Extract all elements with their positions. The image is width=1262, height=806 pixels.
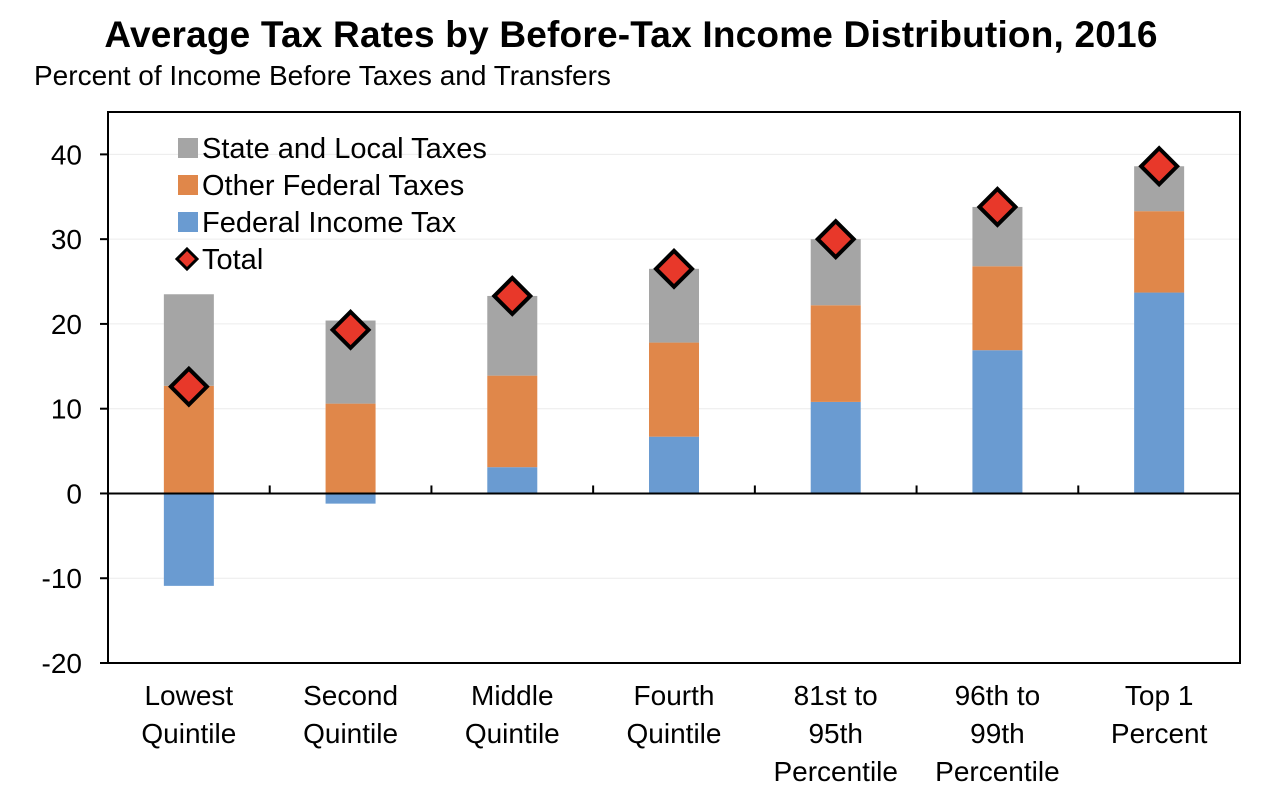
x-category-label-line: 81st to xyxy=(794,680,878,711)
legend-swatch xyxy=(178,138,198,158)
bar-segment xyxy=(325,493,376,504)
legend-label: Other Federal Taxes xyxy=(202,170,464,202)
total-marker xyxy=(653,247,695,290)
x-category-label-line: Second xyxy=(303,680,398,711)
chart-subtitle: Percent of Income Before Taxes and Trans… xyxy=(34,60,611,91)
x-category-label-line: Quintile xyxy=(465,718,560,749)
x-category-label-line: Percentile xyxy=(773,756,898,787)
legend-swatch-total xyxy=(174,246,200,272)
total-markers xyxy=(168,145,1180,408)
legend: State and Local Taxes Other Federal Taxes… xyxy=(174,133,487,276)
bar-segment xyxy=(649,436,699,494)
y-tick-label: 20 xyxy=(51,309,82,340)
x-category-label-line: Top 1 xyxy=(1125,680,1194,711)
x-category-label: Fourth Quintile xyxy=(627,680,722,749)
total-marker xyxy=(1138,145,1180,188)
y-tick-label: 40 xyxy=(51,139,82,170)
legend-label: Total xyxy=(202,244,263,276)
axes: -20 -10 0 10 20 30 40 Lowest Quintile Second Quint… xyxy=(42,111,1241,787)
bar-segment xyxy=(810,305,861,402)
y-tick-label: 30 xyxy=(51,224,82,255)
y-tick-label: 10 xyxy=(51,394,82,425)
x-category-label: 81st to 95th Percentile xyxy=(773,680,898,787)
bar-segment xyxy=(163,493,214,586)
y-tick-label: 0 xyxy=(66,478,82,509)
legend-label: State and Local Taxes xyxy=(202,133,487,165)
total-marker xyxy=(491,275,534,317)
x-category-label-line: Quintile xyxy=(627,718,722,749)
bar-segment xyxy=(1134,211,1185,293)
legend-swatch xyxy=(178,175,198,195)
bars xyxy=(163,166,1185,586)
x-category-label-line: Lowest xyxy=(144,680,233,711)
total-marker xyxy=(168,365,210,408)
x-category-label-line: Quintile xyxy=(303,718,398,749)
chart-title: Average Tax Rates by Before-Tax Income D… xyxy=(104,14,1158,55)
legend-label: Federal Income Tax xyxy=(202,207,457,239)
total-marker xyxy=(814,218,857,260)
x-category-label-line: 99th xyxy=(970,718,1025,749)
x-category-label-line: Middle xyxy=(471,680,553,711)
y-tick-label: -20 xyxy=(42,648,82,679)
bar-segment xyxy=(810,401,861,494)
bar-segment xyxy=(972,350,1023,494)
x-category-label: 96th to 99th Percentile xyxy=(935,680,1060,787)
x-category-label-line: 95th xyxy=(808,718,863,749)
x-category-label: Lowest Quintile xyxy=(141,680,236,749)
bar-segment xyxy=(487,467,538,494)
x-category-label-line: Percent xyxy=(1111,718,1208,749)
bar-segment xyxy=(325,403,376,494)
x-category-label: Top 1 Percent xyxy=(1111,680,1208,749)
y-tick-label: -10 xyxy=(42,563,82,594)
x-category-label-line: 96th to xyxy=(955,680,1041,711)
legend-swatch xyxy=(178,212,198,232)
bar-segment xyxy=(649,342,699,437)
bar-segment xyxy=(1134,292,1185,494)
total-marker xyxy=(976,186,1019,228)
x-category-label: Middle Quintile xyxy=(465,680,560,749)
bar-segment xyxy=(972,266,1023,351)
x-category-label-line: Percentile xyxy=(935,756,1060,787)
plot-border xyxy=(107,111,1241,664)
total-marker xyxy=(329,309,372,351)
x-category-label: Second Quintile xyxy=(303,680,398,749)
bar-segment xyxy=(487,375,538,468)
x-category-label-line: Quintile xyxy=(141,718,236,749)
x-category-label-line: Fourth xyxy=(634,680,715,711)
